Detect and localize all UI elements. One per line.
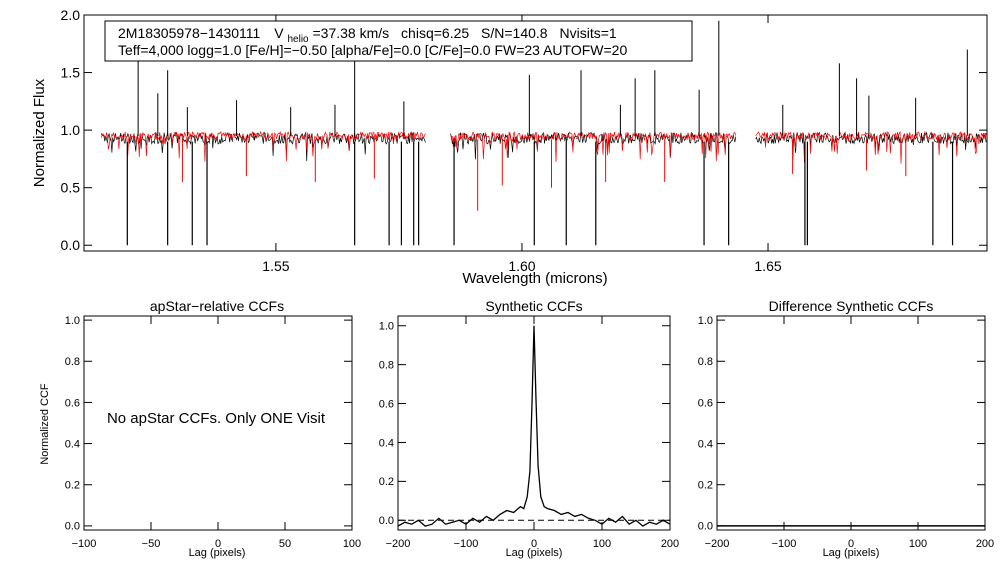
synthetic-ccf-data [397, 325, 671, 527]
synthetic-ccf-ytick-label-0: 0.0 [379, 515, 394, 527]
spectrum-xtick-label-2: 1.65 [754, 258, 781, 274]
model-spectrum-chip-1 [450, 131, 737, 163]
apstar-ccf-panel: apStar−relative CCFs −100 −50 0 50 100 0.0 0.2… [39, 298, 361, 559]
synthetic-ccf-ytick-label-3: 0.6 [379, 398, 394, 410]
model-spectrum-chip-0 [100, 130, 426, 162]
spectrum-ytick-label-3: 1.5 [61, 64, 81, 80]
apstar-ccf-ytick-label-1: 0.2 [65, 480, 80, 492]
synthetic-ccf-ytick-label-4: 0.8 [379, 359, 394, 371]
annotation-line-1: 2M18305978−1430111 V helio =37.38 km/s c… [118, 25, 617, 45]
difference-ccf-xtick-label-4: 200 [976, 538, 994, 550]
annotation-sn: S/N=140.8 [481, 25, 548, 41]
apstar-ccf-ticks: −100 −50 0 50 100 0.0 0.2 0.4 0.6 0.8 1.0 [65, 315, 361, 550]
difference-ccf-ytick-label-3: 0.6 [698, 397, 713, 409]
difference-ccf-ticks: −200 −100 0 100 200 0.0 0.2 0.4 0.6 0.8 1.0 [698, 315, 994, 550]
annotation-nvisits: Nvisits=1 [560, 25, 617, 41]
apstar-ccf-xtick-label-4: 100 [343, 538, 361, 550]
apstar-ccf-xtick-label-0: −100 [72, 538, 97, 550]
difference-ccf-xtick-label-1: −100 [772, 538, 797, 550]
difference-ccf-ytick-label-2: 0.4 [698, 438, 713, 450]
difference-ccf-xtick-label-3: 100 [909, 538, 927, 550]
apstar-ccf-message: No apStar CCFs. Only ONE Visit [107, 410, 326, 427]
annotation-chisq: chisq=6.25 [401, 25, 469, 41]
apstar-ccf-ylabel: Normalized CCF [39, 383, 51, 465]
difference-ccf-title: Difference Synthetic CCFs [769, 298, 934, 314]
synthetic-ccf-ytick-label-1: 0.2 [379, 476, 394, 488]
spectrum-ticks: 1.55 1.60 1.65 0.0 0.5 1.0 1.5 2.0 [61, 7, 987, 274]
synthetic-ccf-title: Synthetic CCFs [485, 298, 582, 314]
observed-spectrum-chip-1 [450, 132, 737, 160]
difference-ccf-panel: Difference Synthetic CCFs −200 −100 0 100 20… [698, 298, 994, 559]
spectrum-xtick-label-0: 1.55 [262, 258, 289, 274]
spectrum-panel: 1.55 1.60 1.65 0.0 0.5 1.0 1.5 2.0 Normalized F… [31, 7, 988, 287]
synthetic-ccf-xtick-label-1: −100 [454, 538, 479, 550]
difference-ccf-ytick-label-4: 0.8 [698, 356, 713, 368]
spectrum-ytick-label-2: 1.0 [61, 122, 81, 138]
apstar-ccf-xtick-label-2: 0 [215, 538, 221, 550]
difference-ccf-frame [716, 315, 986, 531]
synthetic-ccf-xtick-label-0: −200 [386, 538, 411, 550]
spectrum-ytick-label-1: 0.5 [61, 180, 81, 196]
difference-ccf-xlabel: Lag (pixels) [823, 547, 880, 559]
apstar-ccf-xtick-label-3: 50 [279, 538, 291, 550]
difference-ccf-ytick-label-0: 0.0 [698, 521, 713, 533]
annotation-box [104, 20, 693, 62]
apstar-ccf-xtick-label-1: −50 [142, 538, 161, 550]
apstar-ccf-ytick-label-2: 0.4 [65, 438, 80, 450]
model-spectrum-chip-2 [755, 130, 988, 164]
annotation-line-2: Teff=4,000 logg=1.0 [Fe/H]=−0.50 [alpha/… [118, 42, 627, 58]
spectrum-ytick-label-0: 0.0 [61, 237, 81, 253]
spectrum-data [100, 20, 988, 246]
apstar-ccf-title: apStar−relative CCFs [150, 298, 284, 314]
apstar-ccf-ytick-label-5: 1.0 [65, 315, 80, 327]
apstar-ccf-ytick-label-3: 0.6 [65, 397, 80, 409]
annotation-v-subscript: helio [287, 34, 309, 45]
difference-ccf-ytick-label-5: 1.0 [698, 315, 713, 327]
synthetic-ccf-xtick-label-4: 200 [661, 538, 679, 550]
spectrum-xtick-label-1: 1.60 [508, 258, 535, 274]
synthetic-ccf-line [397, 325, 671, 527]
synthetic-ccf-ytick-label-5: 1.0 [379, 321, 394, 333]
apstar-ccf-ytick-label-0: 0.0 [65, 521, 80, 533]
synthetic-ccf-panel: Synthetic CCFs −200 −100 0 100 200 0.0 0.2 0.4 0… [379, 298, 679, 559]
difference-ccf-xtick-label-2: 0 [848, 538, 854, 550]
synthetic-ccf-xlabel: Lag (pixels) [506, 547, 563, 559]
apstar-ccf-ytick-label-4: 0.8 [65, 356, 80, 368]
synthetic-ccf-ytick-label-2: 0.4 [379, 437, 394, 449]
spectrum-frame [83, 14, 988, 252]
annotation-star-id: 2M18305978−1430111 [118, 25, 261, 41]
synthetic-ccf-ticks: −200 −100 0 100 200 0.0 0.2 0.4 0.6 0.8 1.0 [379, 316, 679, 550]
spectrum-ylabel: Normalized Flux [31, 78, 48, 187]
difference-ccf-ytick-label-1: 0.2 [698, 480, 713, 492]
apstar-ccf-xlabel: Lag (pixels) [189, 547, 246, 559]
spectrum-ytick-label-4: 2.0 [61, 7, 81, 23]
annotation-v-prefix: V [274, 25, 284, 41]
spectrum-xlabel: Wavelength (microns) [462, 270, 607, 287]
annotation-v-suffix: =37.38 km/s [313, 25, 390, 41]
synthetic-ccf-xtick-label-2: 0 [531, 538, 537, 550]
synthetic-ccf-xtick-label-3: 100 [593, 538, 611, 550]
difference-ccf-xtick-label-0: −200 [705, 538, 730, 550]
